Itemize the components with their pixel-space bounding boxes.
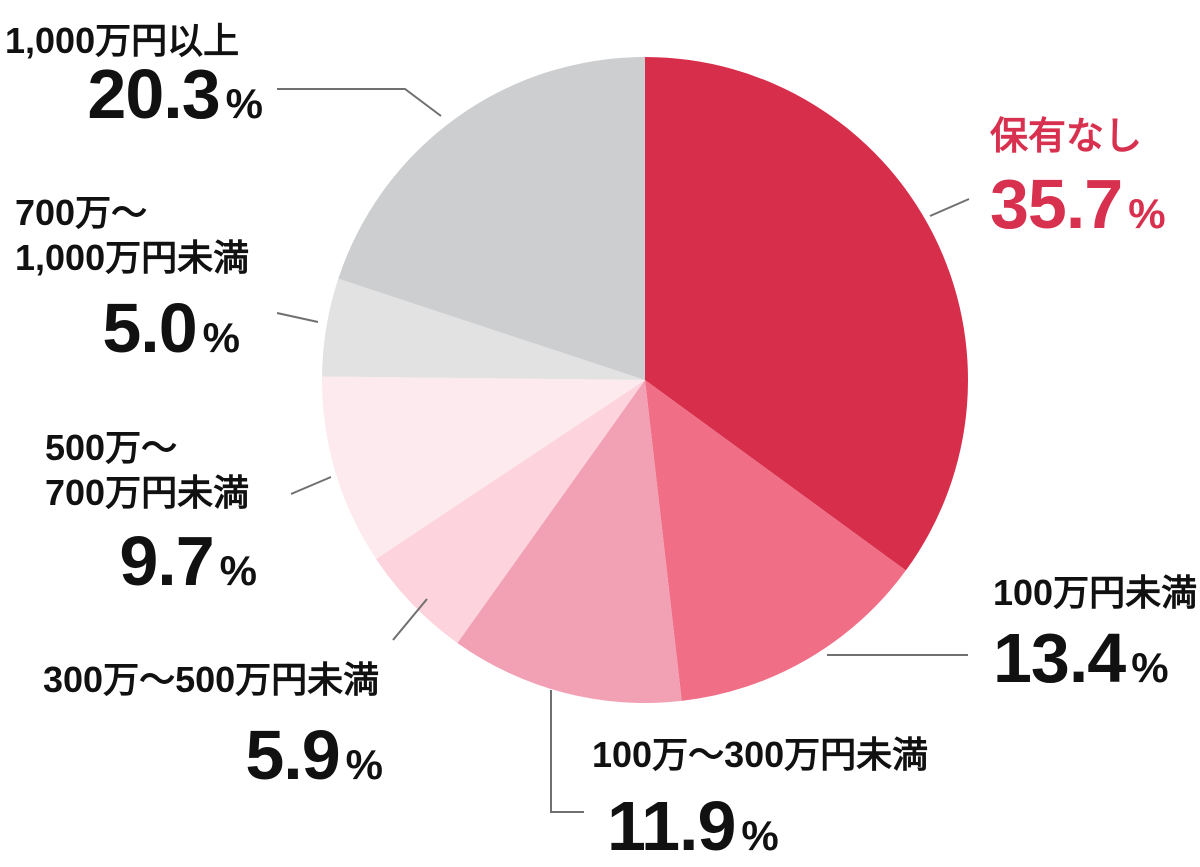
leader-line-3m-5m	[392, 598, 428, 641]
pie-slice-1	[645, 380, 906, 701]
callout-no-holdings: 保有なし 35.7%	[990, 115, 1166, 239]
slice-label: 300万〜500万円未満	[43, 659, 380, 700]
slice-value: 35.7%	[990, 165, 1166, 243]
percent-sign: %	[345, 741, 383, 788]
slice-label: 1,000万円以上	[5, 20, 240, 61]
percent-sign: %	[1131, 644, 1169, 691]
slice-label-line2: 700万円未満	[45, 472, 250, 513]
leader-line-over-10m	[277, 88, 442, 117]
slice-value: 11.9%	[607, 787, 779, 865]
percent-sign: %	[1128, 190, 1166, 237]
callout-3m-5m: 300万〜500万円未満 5.9%	[43, 657, 383, 790]
callout-7m-10m: 700万〜 1,000万円未満 5.0%	[15, 190, 250, 367]
slice-value: 5.9%	[245, 716, 383, 794]
callout-over-10m: 1,000万円以上 20.3%	[5, 18, 263, 129]
pie-slice-2	[457, 380, 682, 703]
leader-line-5m-7m	[290, 476, 332, 495]
leader-lines	[276, 88, 970, 813]
leader-line-no-holdings	[929, 198, 970, 217]
slice-label-line1: 700万〜	[15, 192, 148, 233]
pie-slice-3	[376, 380, 645, 643]
callout-1m-3m: 100万〜300万円未満 11.9%	[592, 732, 928, 861]
pie-slice-5	[322, 278, 645, 380]
pie-slice-6	[338, 57, 645, 380]
leader-line-7m-10m	[276, 312, 319, 323]
callout-5m-7m: 500万〜 700万円未満 9.7%	[45, 425, 257, 596]
slice-label-line2: 1,000万円未満	[15, 237, 250, 278]
leader-line-1m-3m	[550, 690, 584, 813]
slice-label: 保有なし	[990, 116, 1143, 158]
percent-sign: %	[219, 547, 257, 594]
slice-label: 100万円未満	[993, 572, 1198, 613]
percent-sign: %	[225, 80, 263, 127]
percent-sign: %	[741, 812, 779, 859]
pie-slices	[322, 57, 968, 703]
percent-sign: %	[202, 314, 240, 361]
callout-under-1m: 100万円未満 13.4%	[993, 570, 1197, 693]
pie-slice-0	[645, 57, 968, 571]
slice-value: 9.7%	[119, 522, 257, 600]
slice-value: 20.3%	[87, 55, 263, 133]
slice-value: 13.4%	[993, 619, 1169, 697]
pie-slice-4	[322, 376, 645, 559]
slice-value: 5.0%	[102, 289, 240, 367]
slice-label: 100万〜300万円未満	[592, 734, 929, 775]
slice-label-line1: 500万〜	[45, 427, 178, 468]
